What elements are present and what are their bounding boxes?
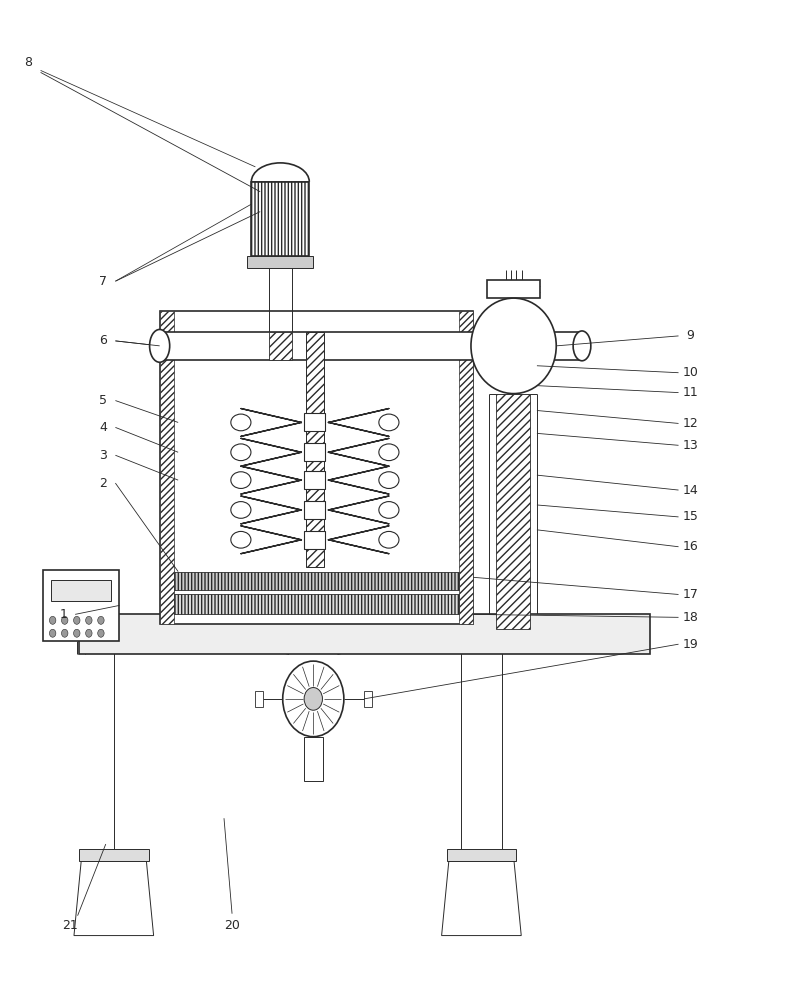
Bar <box>174 594 459 614</box>
Text: 19: 19 <box>683 638 698 651</box>
Bar <box>306 332 324 567</box>
Text: 10: 10 <box>683 366 698 379</box>
Text: 14: 14 <box>683 484 698 497</box>
Text: 9: 9 <box>687 329 694 342</box>
Text: 16: 16 <box>683 540 698 553</box>
Bar <box>247 256 313 268</box>
Text: 7: 7 <box>100 275 108 288</box>
Bar <box>446 849 516 861</box>
Bar <box>269 332 292 360</box>
Bar <box>304 737 323 781</box>
Ellipse shape <box>379 414 399 431</box>
Text: 2: 2 <box>100 477 107 490</box>
Ellipse shape <box>379 472 399 488</box>
Bar <box>496 394 531 629</box>
Ellipse shape <box>231 444 251 461</box>
Text: 15: 15 <box>683 510 698 523</box>
Circle shape <box>49 616 56 624</box>
Bar <box>488 280 539 298</box>
Circle shape <box>74 629 80 637</box>
Bar <box>174 572 459 589</box>
Bar <box>305 413 326 431</box>
Circle shape <box>49 629 56 637</box>
Bar <box>459 311 473 624</box>
Circle shape <box>62 629 68 637</box>
Bar <box>160 332 582 360</box>
Text: 12: 12 <box>683 417 698 430</box>
Text: 4: 4 <box>100 421 107 434</box>
Bar <box>305 443 326 461</box>
Text: 5: 5 <box>100 394 108 407</box>
Ellipse shape <box>573 331 590 361</box>
Text: 18: 18 <box>683 611 698 624</box>
Bar <box>79 849 148 861</box>
Polygon shape <box>74 861 154 936</box>
Text: 21: 21 <box>62 919 78 932</box>
Ellipse shape <box>231 414 251 431</box>
Ellipse shape <box>379 502 399 518</box>
Circle shape <box>86 629 92 637</box>
Ellipse shape <box>379 444 399 461</box>
Bar <box>251 182 309 256</box>
Polygon shape <box>441 861 522 936</box>
Text: 8: 8 <box>24 56 32 69</box>
Text: 6: 6 <box>100 334 107 347</box>
Bar <box>305 531 326 549</box>
Circle shape <box>98 616 104 624</box>
Ellipse shape <box>150 329 170 362</box>
Text: 20: 20 <box>224 919 240 932</box>
Circle shape <box>304 688 322 710</box>
Bar <box>160 311 473 624</box>
Text: 1: 1 <box>59 608 67 621</box>
Bar <box>305 501 326 519</box>
Ellipse shape <box>379 531 399 548</box>
Ellipse shape <box>471 298 556 394</box>
Bar <box>364 691 372 707</box>
Circle shape <box>98 629 104 637</box>
Ellipse shape <box>231 531 251 548</box>
Circle shape <box>62 616 68 624</box>
Text: 17: 17 <box>683 588 698 601</box>
Bar <box>79 614 650 654</box>
Bar <box>160 311 174 624</box>
Bar <box>51 580 112 601</box>
Text: 11: 11 <box>683 386 698 399</box>
Text: 13: 13 <box>683 439 698 452</box>
Ellipse shape <box>231 502 251 518</box>
Bar <box>305 471 326 489</box>
Ellipse shape <box>231 472 251 488</box>
Bar <box>254 691 262 707</box>
Bar <box>43 570 119 641</box>
Circle shape <box>86 616 92 624</box>
Circle shape <box>283 661 344 737</box>
Text: 3: 3 <box>100 449 107 462</box>
Circle shape <box>74 616 80 624</box>
